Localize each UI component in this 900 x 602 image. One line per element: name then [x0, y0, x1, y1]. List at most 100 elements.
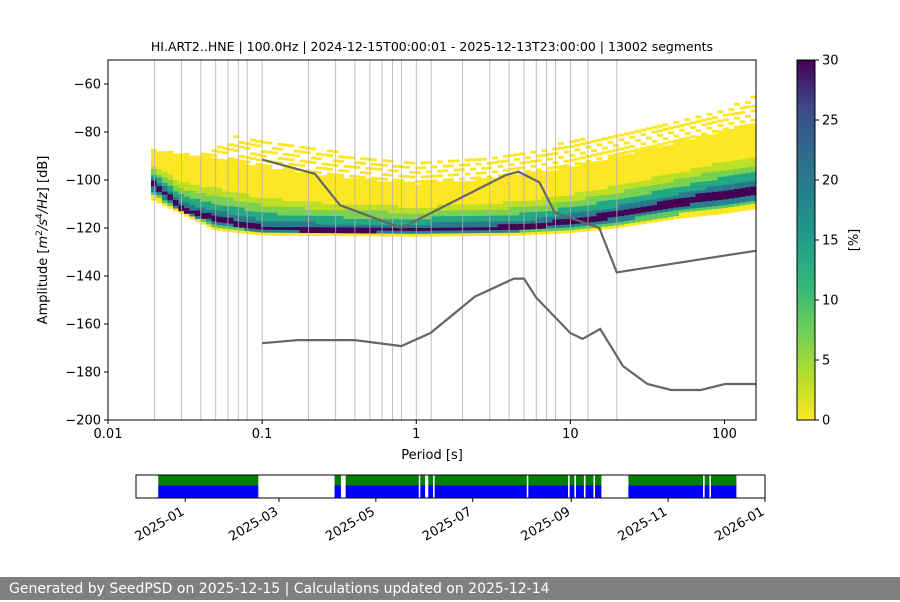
- density-cell: [678, 128, 685, 132]
- density-cell: [183, 187, 190, 191]
- density-cell: [354, 195, 361, 199]
- density-cell: [607, 194, 614, 198]
- density-cell: [684, 154, 691, 158]
- density-cell: [662, 211, 669, 215]
- density-cell: [667, 150, 674, 154]
- density-cell: [651, 196, 658, 200]
- density-cell: [607, 185, 614, 189]
- density-cell: [535, 202, 542, 206]
- density-cell: [156, 180, 163, 184]
- density-cell: [222, 151, 229, 155]
- density-cell: [161, 188, 168, 192]
- density-cell: [282, 232, 289, 236]
- density-cell: [304, 183, 311, 187]
- density-cell: [387, 198, 394, 202]
- density-cell: [607, 208, 614, 212]
- density-cell: [673, 169, 680, 173]
- density-cell: [156, 159, 163, 164]
- density-cell: [260, 166, 267, 170]
- density-cell: [711, 177, 718, 181]
- density-cell: [271, 203, 278, 207]
- density-cell: [656, 215, 663, 219]
- density-cell: [436, 195, 443, 199]
- density-cell: [238, 198, 245, 202]
- density-cell: [673, 152, 680, 156]
- density-cell: [513, 229, 520, 233]
- density-cell: [260, 186, 267, 190]
- density-cell: [667, 126, 674, 130]
- density-cell: [700, 186, 707, 191]
- density-cell: [409, 198, 416, 203]
- density-cell: [211, 203, 218, 207]
- density-cell: [618, 224, 625, 228]
- density-cell: [156, 197, 163, 201]
- density-cell: [535, 173, 542, 178]
- density-cell: [574, 188, 581, 193]
- density-cell: [651, 130, 658, 134]
- density-cell: [546, 196, 553, 200]
- density-cell: [238, 230, 245, 234]
- density-cell: [700, 172, 707, 176]
- density-cell: [750, 140, 756, 144]
- density-cell: [612, 153, 619, 157]
- density-cell: [403, 165, 410, 169]
- density-cell: [733, 194, 740, 198]
- density-cell: [310, 183, 317, 187]
- density-cell: [684, 171, 691, 175]
- density-cell: [689, 147, 696, 151]
- density-cell: [387, 216, 394, 220]
- density-cell: [194, 201, 201, 205]
- density-cell: [546, 216, 553, 220]
- density-cell: [453, 215, 460, 219]
- density-cell: [211, 189, 218, 193]
- density-cell: [343, 230, 350, 234]
- density-cell: [678, 160, 685, 164]
- density-cell: [491, 198, 498, 202]
- density-cell: [640, 166, 647, 170]
- density-cell: [293, 172, 300, 176]
- density-cell: [156, 194, 163, 198]
- density-cell: [695, 135, 702, 139]
- density-cell: [277, 143, 284, 146]
- density-cell: [601, 188, 608, 193]
- density-cell: [695, 204, 702, 208]
- density-cell: [728, 169, 735, 173]
- density-cell: [156, 151, 163, 155]
- density-cell: [288, 186, 295, 190]
- density-cell: [673, 143, 680, 147]
- density-cell: [255, 229, 262, 233]
- density-cell: [238, 210, 245, 214]
- density-cell: [150, 191, 157, 196]
- density-cell: [233, 223, 240, 228]
- density-cell: [733, 125, 740, 129]
- density-cell: [645, 127, 652, 131]
- density-cell: [293, 206, 300, 210]
- density-cell: [387, 192, 394, 197]
- density-cell: [277, 169, 284, 173]
- density-cell: [568, 221, 575, 225]
- density-cell: [387, 224, 394, 228]
- density-cell: [480, 192, 487, 196]
- density-cell: [392, 233, 399, 237]
- density-cell: [447, 230, 454, 234]
- density-cell: [238, 159, 245, 163]
- density-cell: [750, 171, 756, 175]
- density-cell: [282, 172, 289, 176]
- density-cell: [497, 183, 504, 187]
- density-cell: [414, 180, 421, 184]
- density-cell: [425, 175, 432, 178]
- timeline-gap: [703, 475, 705, 498]
- density-cell: [739, 147, 746, 151]
- density-cell: [535, 182, 542, 186]
- density-cell: [497, 215, 504, 219]
- density-cell: [656, 209, 663, 213]
- density-cell: [678, 209, 685, 213]
- density-cell: [436, 169, 443, 173]
- density-cell: [359, 227, 366, 231]
- density-cell: [425, 218, 432, 223]
- density-cell: [211, 180, 218, 184]
- density-cell: [574, 223, 581, 227]
- density-cell: [475, 192, 482, 196]
- density-cell: [645, 197, 652, 201]
- density-cell: [376, 163, 383, 167]
